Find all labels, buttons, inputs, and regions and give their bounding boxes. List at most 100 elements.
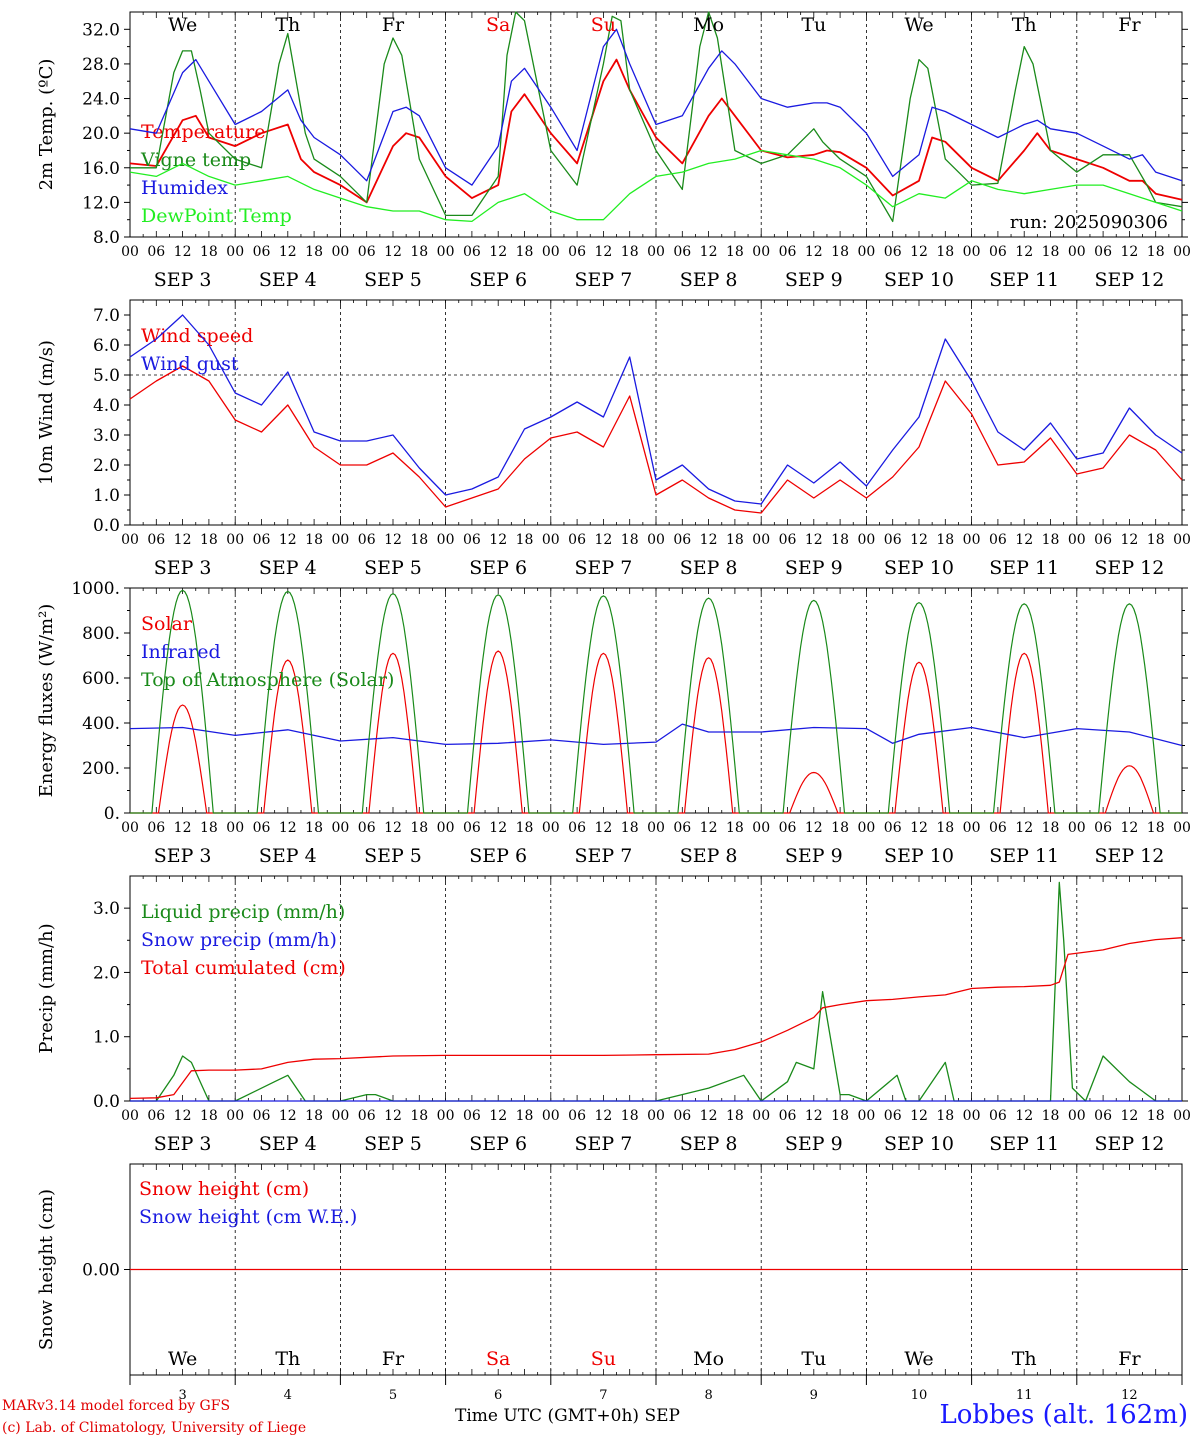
wind-speed-line [129, 365, 1183, 514]
infrared-legend: Infrared [141, 641, 221, 663]
snow-height-cm-w-e-legend: Snow height (cm W.E.) [139, 1206, 357, 1228]
x-date-label: SEP 4 [259, 269, 317, 291]
x-hour-label: 00 [1068, 244, 1086, 260]
x-date-label: SEP 8 [680, 1133, 738, 1155]
y-axis-label: Precip (mm/h) [36, 923, 57, 1053]
x-hour-label: 00 [226, 820, 244, 836]
top-of-atmosphere-solar-legend: Top of Atmosphere (Solar) [141, 669, 394, 691]
infrared-line [129, 723, 1183, 747]
x-hour-label: 06 [673, 820, 691, 836]
x-hour-label: 18 [410, 244, 428, 260]
x-hour-label: 18 [936, 1108, 954, 1124]
x-hour-label: 06 [884, 1108, 902, 1124]
x-hour-label: 18 [831, 1108, 849, 1124]
y-axis-label: 2m Temp. (ºC) [36, 59, 57, 191]
y-tick-label: 400. [82, 714, 120, 734]
x-date-label: SEP 11 [989, 845, 1059, 867]
x-date-label: SEP 9 [785, 557, 843, 579]
x-hour-label: 06 [253, 1108, 271, 1124]
x-date-label: SEP 10 [884, 557, 954, 579]
x-hour-label: 18 [936, 532, 954, 548]
y-tick-label: 2.0 [93, 963, 120, 983]
x-hour-label: 18 [726, 820, 744, 836]
x-date-label: SEP 5 [364, 845, 422, 867]
y-tick-label: 8.0 [93, 228, 120, 248]
x-hour-label: 00 [857, 820, 875, 836]
x-date-label: SEP 12 [1094, 845, 1164, 867]
day-name: Su [591, 14, 616, 36]
x-date-label: SEP 11 [989, 557, 1059, 579]
x-hour-label: 12 [384, 1108, 402, 1124]
x-date-label: SEP 8 [680, 845, 738, 867]
x-day-number: 11 [1016, 1388, 1033, 1403]
x-hour-label: 06 [989, 1108, 1007, 1124]
x-hour-label: 00 [963, 244, 981, 260]
x-hour-label: 06 [147, 532, 165, 548]
x-date-label: SEP 7 [574, 845, 632, 867]
plot-frame [129, 587, 1183, 814]
liquid-precip-mm-h-legend: Liquid precip (mm/h) [141, 901, 345, 923]
x-day-number: 8 [704, 1388, 712, 1403]
x-hour-label: 06 [1094, 532, 1112, 548]
x-hour-label: 18 [305, 1108, 323, 1124]
x-hour-label: 00 [331, 1108, 349, 1124]
x-hour-label: 06 [568, 820, 586, 836]
panel-4: 0.0 1.0 2.0 3.0 Precip (mm/h) 00 06 12 18 SEP 3 00… [36, 875, 1191, 1155]
x-hour-label: 00 [542, 244, 560, 260]
x-hour-label: 12 [1120, 244, 1138, 260]
x-hour-label: 12 [384, 532, 402, 548]
y-tick-label: 32.0 [82, 20, 120, 40]
y-tick-label: 0.0 [93, 1092, 120, 1112]
x-day-number: 7 [599, 1388, 607, 1403]
day-name: Fr [382, 14, 405, 36]
liquid-precip-mm-h-line [130, 881, 1182, 1102]
day-name: Th [1012, 1348, 1037, 1370]
x-hour-label: 18 [621, 244, 639, 260]
dewpoint-temp-legend: DewPoint Temp [141, 205, 292, 227]
x-hour-label: 00 [331, 532, 349, 548]
wind-speed-legend: Wind speed [141, 325, 253, 347]
x-date-label: SEP 4 [259, 557, 317, 579]
total-cumulated-cm-legend: Total cumulated (cm) [141, 957, 346, 979]
x-hour-label: 12 [174, 532, 192, 548]
x-day-number: 10 [911, 1388, 928, 1403]
y-tick-label: 1.0 [93, 486, 120, 506]
x-hour-label: 06 [989, 820, 1007, 836]
day-name: Th [275, 14, 300, 36]
x-hour-label: 12 [1015, 244, 1033, 260]
y-axis-label: 10m Wind (m/s) [36, 340, 57, 485]
x-hour-label: 18 [516, 1108, 534, 1124]
x-date-label: SEP 5 [364, 557, 422, 579]
x-hour-label: 06 [568, 244, 586, 260]
x-hour-label: 18 [831, 820, 849, 836]
x-date-label: SEP 6 [469, 557, 527, 579]
x-hour-label: 00 [121, 244, 139, 260]
x-hour-label: 12 [910, 244, 928, 260]
y-axis-label: Snow height (cm) [36, 1189, 57, 1350]
x-hour-label: 12 [174, 820, 192, 836]
x-hour-label: 12 [174, 244, 192, 260]
x-hour-label: 00 [857, 1108, 875, 1124]
x-hour-label: 06 [463, 820, 481, 836]
x-hour-label: 06 [253, 532, 271, 548]
vigne-temp-legend: Vigne temp [140, 149, 251, 171]
x-hour-label: 12 [805, 244, 823, 260]
x-axis-title-text: Time UTC (GMT+0h) [455, 1406, 640, 1426]
x-hour-label: 06 [779, 820, 797, 836]
wind-gust-legend: Wind gust [141, 353, 239, 375]
x-hour-label: 18 [831, 244, 849, 260]
x-hour-label: 06 [463, 532, 481, 548]
y-tick-label: 5.0 [93, 366, 120, 386]
x-hour-label: 18 [200, 1108, 218, 1124]
x-hour-label: 00 [226, 1108, 244, 1124]
x-date-label: SEP 3 [154, 269, 212, 291]
x-hour-label: 18 [305, 820, 323, 836]
x-hour-label: 06 [463, 244, 481, 260]
y-tick-label: 0.00 [82, 1261, 120, 1281]
x-hour-label: 00 [752, 820, 770, 836]
y-axis-label: Energy fluxes (W/m²) [36, 604, 57, 798]
x-hour-label: 00 [647, 532, 665, 548]
x-date-label: SEP 10 [884, 845, 954, 867]
x-hour-label: 00 [226, 244, 244, 260]
day-name: Tu [801, 14, 826, 36]
